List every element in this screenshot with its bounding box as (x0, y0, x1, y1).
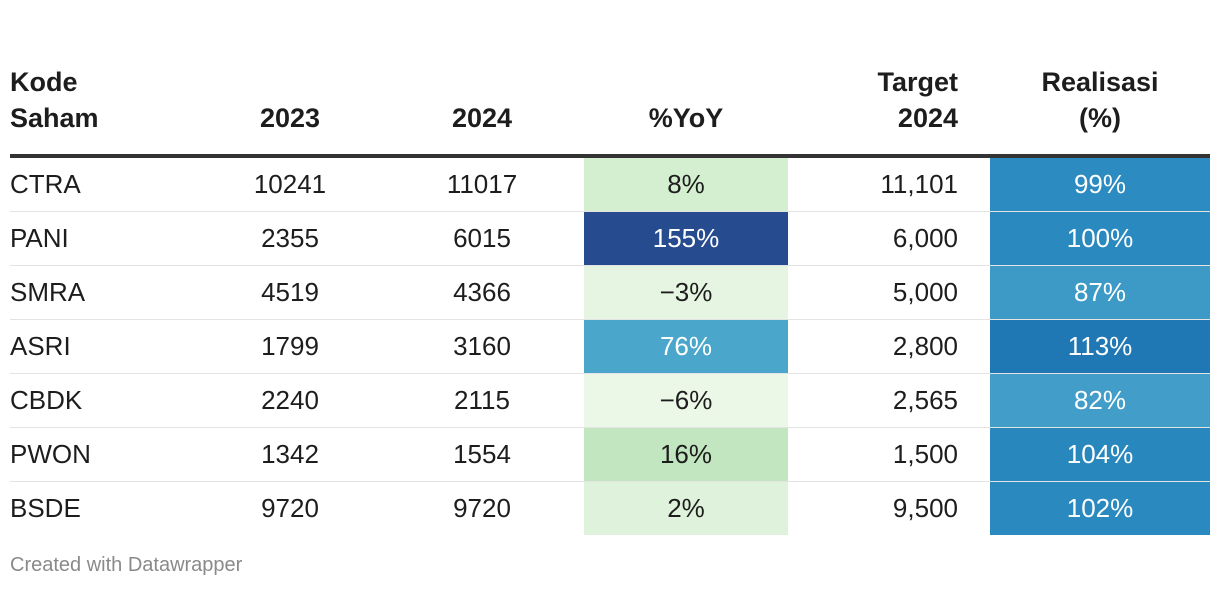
cell-yoy: −3% (584, 265, 788, 320)
cell-target: 5,000 (788, 265, 990, 320)
cell-yoy: 155% (584, 211, 788, 266)
cell-real: 99% (990, 156, 1210, 212)
cell-y2023: 2355 (200, 211, 380, 266)
cell-y2023: 1342 (200, 427, 380, 482)
cell-yoy: 8% (584, 156, 788, 212)
cell-y2023: 4519 (200, 265, 380, 320)
cell-yoy: 76% (584, 319, 788, 374)
table-row: PWON 1342 1554 16% 1,500 104% (10, 427, 1210, 482)
cell-target: 9,500 (892, 493, 958, 523)
header-realisasi: Realisasi (%) (990, 0, 1210, 158)
header-row: Kode Saham 2023 2024 %YoY Target 2024 Re (10, 0, 1210, 158)
table-row: CBDK 2240 2115 −6% 2,565 82% (10, 373, 1210, 428)
cell-y2023: 9720 (261, 493, 319, 523)
cell-yoy: 2% (584, 481, 788, 535)
cell-y2024: 1554 (380, 427, 584, 482)
cell-target: 11,101 (788, 156, 990, 212)
table-body: CTRA 10241 11017 8% 11,101 99% PANI 2355 6015 155… (10, 156, 1210, 535)
cell-real: 104% (990, 427, 1210, 482)
header-2023-label: 2023 (259, 103, 321, 133)
cell-real: 100% (990, 211, 1210, 266)
cell-target: 2,565 (788, 373, 990, 428)
table-row: SMRA 4519 4366 −3% 5,000 87% (10, 265, 1210, 320)
cell-y2023: 2240 (200, 373, 380, 428)
header-yoy: %YoY (584, 0, 788, 158)
cell-y2024: 11017 (380, 156, 584, 212)
cell-y2023: 10241 (200, 156, 380, 212)
header-realisasi-line1: Realisasi (1041, 67, 1159, 97)
cell-yoy: 16% (584, 427, 788, 482)
table-row: BSDE 9720 9720 2% 9,500 102% (10, 481, 1210, 535)
header-yoy-label: %YoY (648, 103, 724, 133)
footer-credit: Created with Datawrapper (10, 554, 243, 576)
cell-real: 113% (990, 319, 1210, 374)
cell-code: PANI (10, 211, 200, 266)
header-kode-line1: Kode (10, 67, 78, 97)
header-kode-line2: Saham (10, 103, 99, 133)
header-2024-label: 2024 (451, 103, 513, 133)
header-2024: 2024 (380, 0, 584, 158)
cell-y2024: 3160 (380, 319, 584, 374)
table-container: Kode Saham 2023 2024 %YoY Target 2024 Re (10, 0, 1210, 535)
cell-target: 6,000 (788, 211, 990, 266)
cell-y2024: 9720 (453, 493, 511, 523)
header-realisasi-line2: (%) (1079, 103, 1121, 133)
table-row: CTRA 10241 11017 8% 11,101 99% (10, 156, 1210, 212)
cell-target: 2,800 (788, 319, 990, 374)
header-target-2024: Target 2024 (788, 0, 990, 158)
cell-code: PWON (10, 427, 200, 482)
cell-real: 87% (990, 265, 1210, 320)
cell-real: 102% (990, 481, 1210, 535)
cell-y2024: 2115 (380, 373, 584, 428)
cell-target: 1,500 (788, 427, 990, 482)
cell-code: ASRI (10, 319, 200, 374)
table-row: PANI 2355 6015 155% 6,000 100% (10, 211, 1210, 266)
data-table: Kode Saham 2023 2024 %YoY Target 2024 Re (10, 0, 1210, 535)
cell-code: BSDE (10, 493, 81, 523)
cell-code: CBDK (10, 373, 200, 428)
header-kode-saham: Kode Saham (10, 0, 200, 158)
header-2023: 2023 (200, 0, 380, 158)
header-target-line2: 2024 (897, 103, 958, 133)
cell-code: CTRA (10, 156, 200, 212)
cell-y2024: 6015 (380, 211, 584, 266)
cell-real: 82% (990, 373, 1210, 428)
cell-yoy: −6% (584, 373, 788, 428)
cell-code: SMRA (10, 265, 200, 320)
cell-y2023: 1799 (200, 319, 380, 374)
cell-y2024: 4366 (380, 265, 584, 320)
header-target-line1: Target (877, 67, 958, 97)
table-row: ASRI 1799 3160 76% 2,800 113% (10, 319, 1210, 374)
